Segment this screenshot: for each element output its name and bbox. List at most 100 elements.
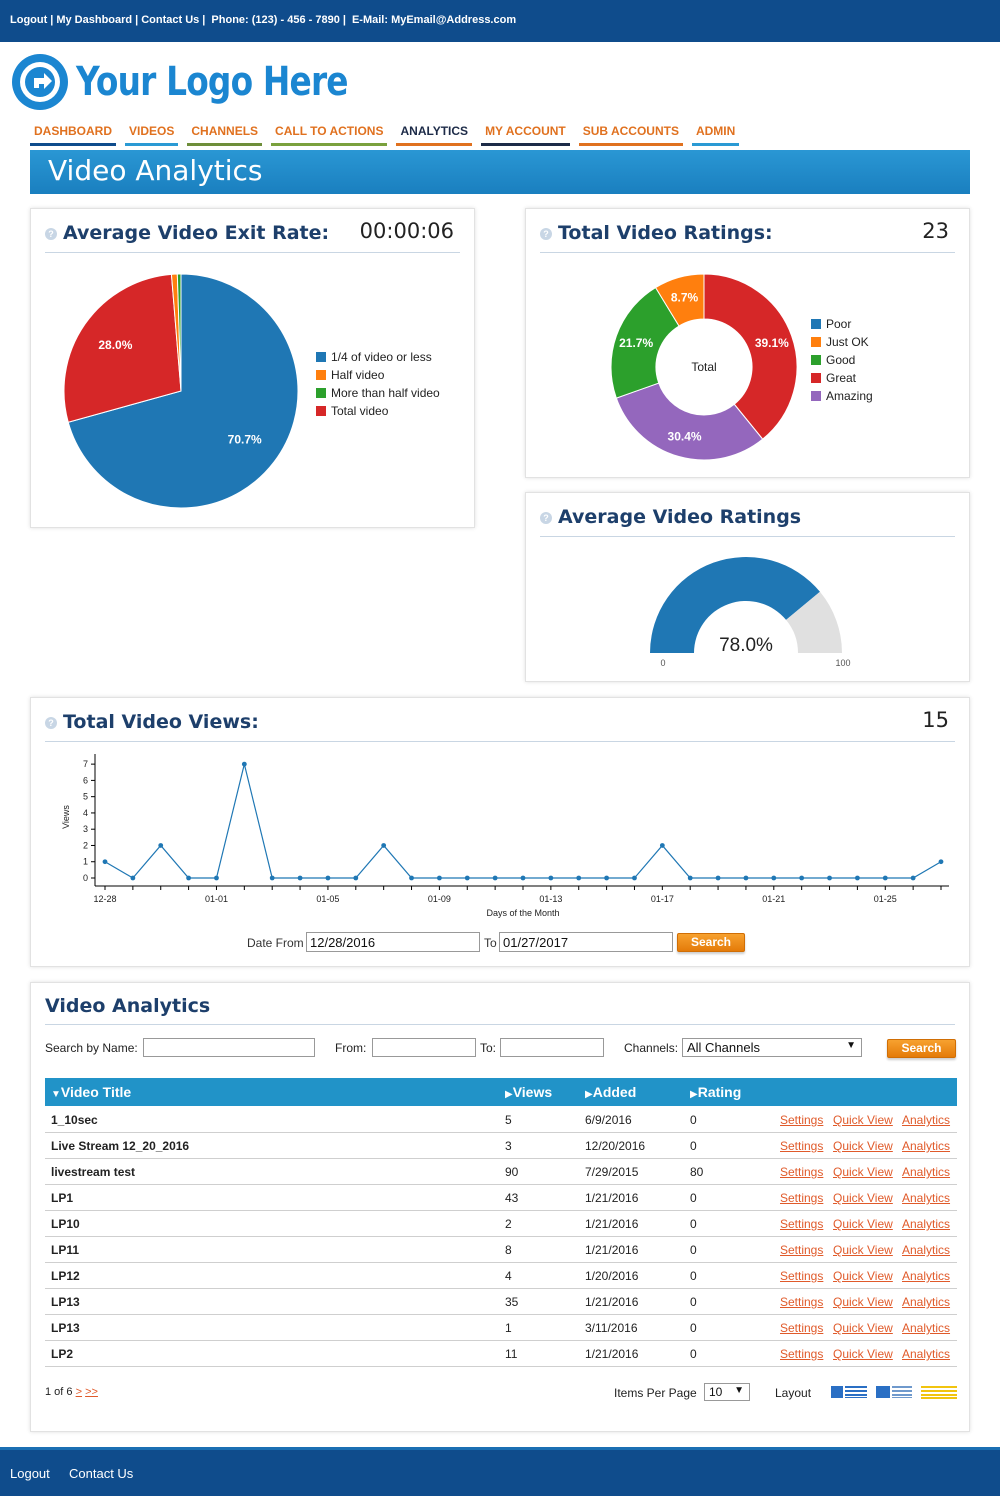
y-tick-label: 1 (83, 857, 88, 867)
sort-title-column[interactable]: ▼Video Title (51, 1084, 131, 1100)
cell-views: 11 (505, 1347, 518, 1361)
nav-tab-sub-accounts[interactable]: SUB ACCOUNTS (578, 122, 683, 146)
from-date-input[interactable] (372, 1038, 476, 1057)
chevron-down-icon: ▼ (846, 1040, 856, 1051)
settings-link[interactable]: Settings (780, 1321, 824, 1335)
settings-link[interactable]: Settings (780, 1165, 824, 1179)
nav-tab-videos[interactable]: VIDEOS (125, 122, 179, 146)
settings-link[interactable]: Settings (780, 1295, 824, 1309)
help-icon[interactable]: ? (45, 228, 57, 240)
logo[interactable]: Your Logo Here (10, 52, 407, 112)
settings-link[interactable]: Settings (780, 1269, 824, 1283)
help-icon[interactable]: ? (45, 717, 57, 729)
table-header: ▼Video Title ▶Views ▶Added ▶Rating (45, 1078, 957, 1106)
avg-ratings-card: ? Average Video Ratings 78.0% 0 100 (525, 492, 970, 682)
my-dashboard-link[interactable]: My Dashboard (56, 14, 133, 26)
footer-logout-link[interactable]: Logout (10, 1466, 50, 1481)
nav-tab-dashboard[interactable]: DASHBOARD (30, 122, 116, 146)
to-date-input[interactable] (500, 1038, 604, 1057)
last-page-link[interactable]: >> (85, 1386, 98, 1398)
analytics-link[interactable]: Analytics (902, 1113, 951, 1127)
quick-view-link[interactable]: Quick View (833, 1269, 893, 1283)
analytics-link[interactable]: Analytics (902, 1165, 951, 1179)
settings-link[interactable]: Settings (780, 1347, 824, 1361)
column-title-label: Video Title (60, 1084, 132, 1100)
sort-right-icon: ▶ (585, 1089, 593, 1100)
nav-tab-channels[interactable]: CHANNELS (187, 122, 263, 146)
quick-view-link[interactable]: Quick View (833, 1243, 893, 1257)
date-to-input[interactable] (499, 932, 673, 952)
quick-view-link[interactable]: Quick View (833, 1295, 893, 1309)
search-name-label: Search by Name: (45, 1041, 138, 1055)
logout-link[interactable]: Logout (10, 14, 48, 26)
quick-view-link[interactable]: Quick View (833, 1347, 893, 1361)
sort-rating-column[interactable]: ▶Rating (690, 1084, 741, 1100)
contact-us-link[interactable]: Contact Us (141, 14, 200, 26)
nav-tab-my-account[interactable]: MY ACCOUNT (481, 122, 570, 146)
analytics-link[interactable]: Analytics (902, 1139, 951, 1153)
date-to-label: To (484, 936, 497, 950)
help-icon[interactable]: ? (540, 512, 552, 524)
quick-view-link[interactable]: Quick View (833, 1139, 893, 1153)
legend-item: Amazing (811, 387, 873, 405)
sort-right-icon: ▶ (690, 1089, 698, 1100)
next-page-link[interactable]: > (75, 1386, 83, 1398)
analytics-link[interactable]: Analytics (902, 1217, 951, 1231)
views-data-point (464, 875, 470, 881)
table-row: livestream test 90 7/29/2015 80 Settings Quic… (45, 1159, 957, 1185)
analytics-link[interactable]: Analytics (902, 1295, 951, 1309)
table-row: 1_10sec 5 6/9/2016 0 Settings Quick View Analy… (45, 1107, 957, 1133)
legend-label: Amazing (826, 389, 873, 403)
layout-compact-icon[interactable] (921, 1385, 957, 1399)
analytics-link[interactable]: Analytics (902, 1243, 951, 1257)
legend-swatch (811, 319, 821, 329)
date-from-input[interactable] (306, 932, 480, 952)
y-tick-label: 0 (83, 873, 88, 883)
table-row: LP2 11 1/21/2016 0 Settings Quick View Analyti… (45, 1341, 957, 1367)
nav-tab-call-to-actions[interactable]: CALL TO ACTIONS (271, 122, 388, 146)
slice-label: 8.7% (671, 291, 699, 305)
footer-contact-link[interactable]: Contact Us (69, 1466, 134, 1481)
quick-view-link[interactable]: Quick View (833, 1191, 893, 1205)
sort-added-column[interactable]: ▶Added (585, 1084, 636, 1100)
cell-views: 2 (505, 1217, 512, 1231)
views-data-point (520, 875, 526, 881)
analytics-link[interactable]: Analytics (902, 1191, 951, 1205)
settings-link[interactable]: Settings (780, 1217, 824, 1231)
items-per-page-select[interactable]: 10 ▼ (704, 1383, 750, 1401)
search-name-input[interactable] (143, 1038, 315, 1057)
quick-view-link[interactable]: Quick View (833, 1321, 893, 1335)
settings-link[interactable]: Settings (780, 1139, 824, 1153)
cell-added: 1/21/2016 (585, 1295, 639, 1309)
analytics-link[interactable]: Analytics (902, 1347, 951, 1361)
settings-link[interactable]: Settings (780, 1191, 824, 1205)
x-tick-label: 01-01 (205, 894, 228, 904)
table-search-button[interactable]: Search (887, 1039, 956, 1058)
x-tick-label: 01-21 (762, 894, 785, 904)
views-search-button[interactable]: Search (677, 933, 745, 952)
nav-tab-admin[interactable]: ADMIN (691, 122, 740, 146)
legend-item: Poor (811, 315, 873, 333)
layout-list-icon[interactable] (831, 1385, 867, 1399)
quick-view-link[interactable]: Quick View (833, 1165, 893, 1179)
analytics-link[interactable]: Analytics (902, 1321, 951, 1335)
exit-rate-card: ? Average Video Exit Rate: 00:00:06 70.7… (30, 208, 475, 528)
channels-select[interactable]: All Channels ▼ (682, 1038, 862, 1057)
cell-rating: 0 (690, 1269, 697, 1283)
settings-link[interactable]: Settings (780, 1243, 824, 1257)
total-ratings-header: ? Total Video Ratings: 23 (540, 219, 955, 253)
nav-tab-analytics[interactable]: ANALYTICS (396, 122, 473, 146)
cell-added: 1/21/2016 (585, 1243, 639, 1257)
from-label: From: (335, 1041, 367, 1055)
chevron-down-icon: ▼ (734, 1385, 744, 1396)
analytics-link[interactable]: Analytics (902, 1269, 951, 1283)
quick-view-link[interactable]: Quick View (833, 1217, 893, 1231)
help-icon[interactable]: ? (540, 228, 552, 240)
legend-label: More than half video (331, 386, 440, 400)
layout-grid-icon[interactable] (876, 1385, 912, 1399)
table-row: LP10 2 1/21/2016 0 Settings Quick View Analyti… (45, 1211, 957, 1237)
views-data-point (632, 875, 637, 881)
settings-link[interactable]: Settings (780, 1113, 824, 1127)
sort-views-column[interactable]: ▶Views (505, 1084, 552, 1100)
quick-view-link[interactable]: Quick View (833, 1113, 893, 1127)
